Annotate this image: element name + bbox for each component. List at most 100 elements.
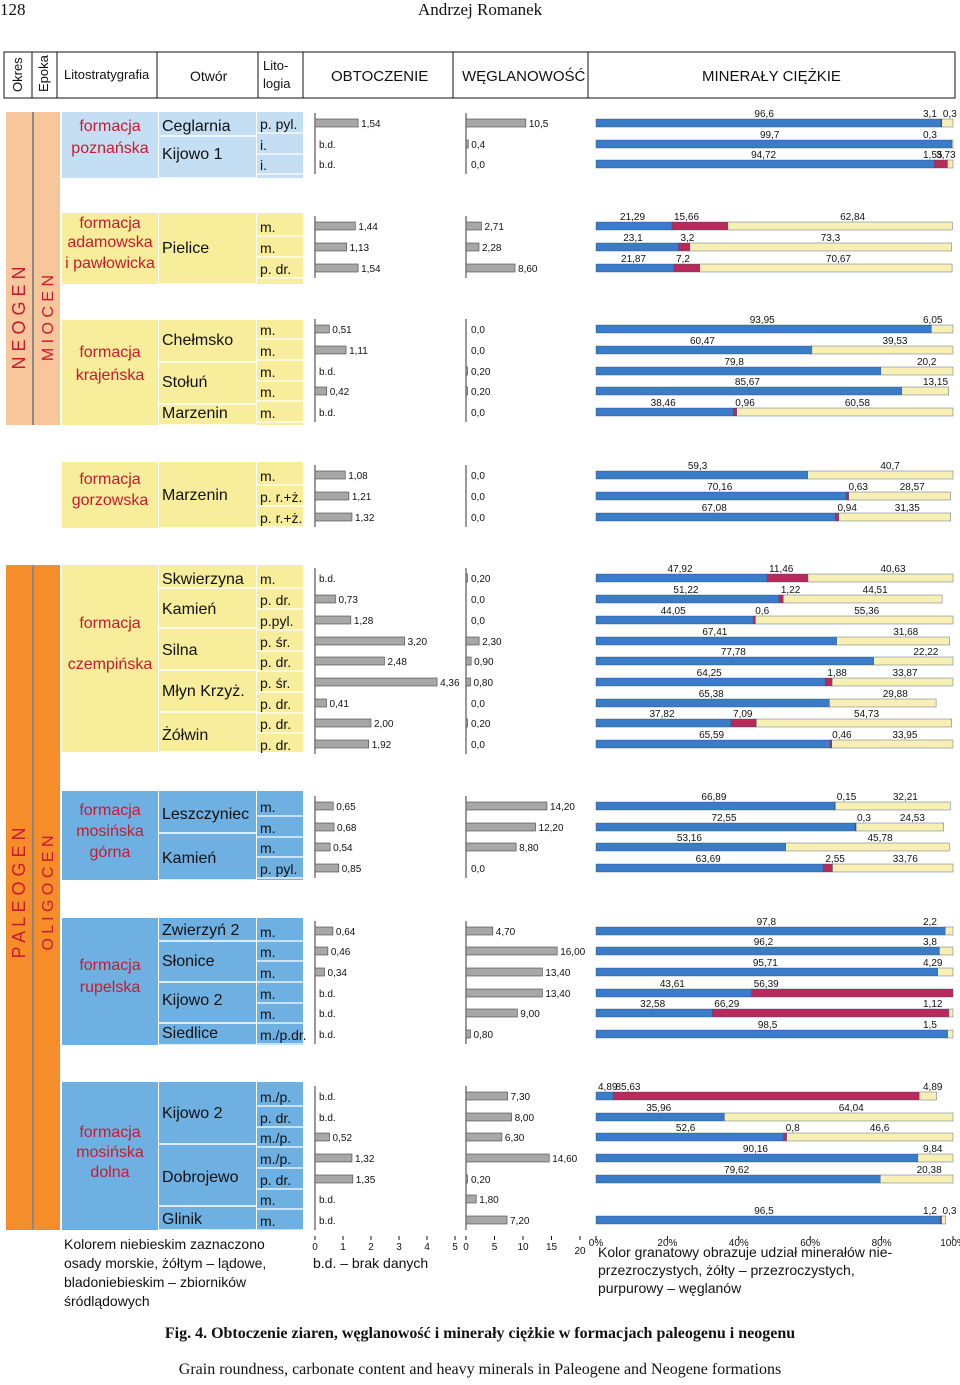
roundness-value: 1,32: [355, 513, 375, 524]
lithology-label: p. dr.: [260, 654, 291, 670]
heavy-yellow-label: 3,8: [923, 937, 937, 948]
roundness-bar: [314, 345, 347, 355]
carbonate-bar: [465, 386, 468, 396]
borehole-box: [159, 112, 256, 178]
lithology-label: i.: [260, 157, 267, 173]
heavy-yellow-label: 3,1: [923, 109, 937, 120]
heavy-yellow-segment: [832, 863, 954, 873]
heavy-yellow-segment: [880, 1174, 954, 1184]
heavy-red-label: 2,55: [825, 854, 845, 865]
roundness-bar: [314, 698, 327, 708]
heavy-blue-label: 93,95: [750, 315, 775, 326]
heavy-red-label: 15,66: [674, 212, 699, 223]
formation-box: [62, 462, 158, 528]
carbonate-bar: [465, 1174, 468, 1184]
heavy-red-segment: [933, 159, 948, 169]
figure-canvas: Okres Epoka Litostratygrafia Otwór Lito-logi…: [3, 51, 960, 1309]
carbonate-value: 0,20: [471, 574, 491, 585]
lithology-label: p. śr.: [260, 675, 290, 691]
carbonate-value: 0,90: [474, 657, 494, 668]
heavy-yellow-segment: [807, 573, 954, 583]
lithology-label: p. dr.: [260, 696, 291, 712]
heavy-blue-segment: [595, 263, 675, 273]
roundness-bar: [314, 1153, 353, 1163]
borehole-label: Glinik: [162, 1211, 203, 1228]
heavy-yellow-segment: [848, 491, 951, 501]
heavy-blue-label: 51,22: [673, 585, 698, 596]
borehole-label: Chełmsko: [162, 332, 233, 349]
carbonate-value: 0,0: [471, 513, 485, 524]
borehole-label: Leszczyniec: [162, 806, 249, 823]
carbonate-value: 8,00: [515, 1113, 535, 1124]
heavy-blue-segment: [595, 594, 780, 604]
heavy-yellow-segment: [941, 1215, 947, 1225]
formation-label: formacja: [79, 471, 140, 488]
formation-box: [62, 112, 158, 178]
roundness-bar: [314, 842, 331, 852]
carbonate-value: 8,80: [519, 843, 539, 854]
heavy-yellow-label: 9,84: [923, 1144, 943, 1155]
heavy-yellow-label: 2,2: [923, 917, 937, 928]
heavy-red-label: 1,88: [827, 668, 847, 679]
heavy-red-label: 85,63: [615, 1082, 640, 1093]
legend-environment-line: osady morskie, żółtym – lądowe,: [64, 1255, 266, 1271]
heavy-blue-label: 85,67: [735, 377, 760, 388]
formation-label: formacja: [79, 615, 140, 632]
heavy-blue-label: 4,89: [598, 1082, 618, 1093]
heavy-yellow-label: 46,6: [870, 1123, 890, 1134]
period-label: N E O G E N: [9, 266, 29, 369]
heavy-yellow-segment: [786, 1132, 954, 1142]
roundness-value: 0,85: [342, 864, 362, 875]
legend-colors-line: purpurowy – węglanów: [598, 1280, 742, 1296]
roundness-bar: [314, 636, 405, 646]
borehole-label: Kijowo 2: [162, 1105, 223, 1122]
lithology-label: m.: [260, 343, 276, 359]
formation-label: formacja: [79, 802, 140, 819]
carbonate-value: 7,20: [510, 1216, 530, 1227]
lithology-label: m.: [260, 799, 276, 815]
caption-english: Grain roundness, carbonate content and h…: [178, 1361, 782, 1378]
roundness-value: 2,48: [387, 657, 407, 668]
carbonate-bar: [465, 221, 482, 231]
roundness-value: 4,36: [440, 678, 460, 689]
roundness-value: 0,42: [330, 387, 350, 398]
carbonate-value: 0,0: [471, 471, 485, 482]
carbonate-bar: [465, 801, 548, 811]
formation-label: formacja: [79, 1124, 140, 1141]
heavy-blue-segment: [595, 491, 847, 501]
heavy-blue-label: 63,69: [696, 854, 721, 865]
lithology-label: p. pyl.: [260, 116, 297, 132]
heavy-yellow-label: 28,57: [900, 482, 925, 493]
roundness-value: 3,20: [408, 637, 428, 648]
heavy-blue-label: 21,29: [620, 212, 645, 223]
heavy-yellow-segment: [901, 386, 949, 396]
carbonate-value: 2,71: [484, 222, 504, 233]
roundness-nodata: b.d.: [319, 1030, 336, 1041]
heavy-tick-label: 80%: [872, 1238, 892, 1249]
carbonate-value: 4,70: [496, 927, 516, 938]
carbonate-value: 6,30: [505, 1133, 525, 1144]
heavy-blue-label: 79,8: [724, 357, 744, 368]
carbonate-bar: [465, 573, 468, 583]
heavy-yellow-segment: [811, 345, 954, 355]
heavy-yellow-label: 20,2: [917, 357, 937, 368]
roundness-nodata: b.d.: [319, 989, 336, 1000]
heavy-blue-label: 96,6: [754, 109, 774, 120]
lithology-label: m.: [260, 820, 276, 836]
roundness-bar: [314, 263, 359, 273]
roundness-bar: [314, 739, 370, 749]
heavy-red-segment: [823, 863, 833, 873]
heavy-blue-label: 23,1: [623, 233, 643, 244]
heavy-red-label: 0,8: [786, 1123, 800, 1134]
lithology-label: m./p.: [260, 1130, 291, 1146]
carbonate-bar: [465, 1112, 512, 1122]
roundness-bar: [314, 324, 330, 334]
borehole-label: Skwierzyna: [162, 571, 244, 588]
heavy-blue-label: 43,61: [660, 979, 685, 990]
heavy-blue-segment: [595, 801, 835, 811]
carbonate-value: 12,20: [539, 823, 564, 834]
heavy-yellow-label: 24,53: [900, 813, 925, 824]
heavy-yellow-label: 4,29: [923, 958, 943, 969]
lithology-label: m.: [260, 468, 276, 484]
heavy-blue-segment: [595, 139, 953, 149]
